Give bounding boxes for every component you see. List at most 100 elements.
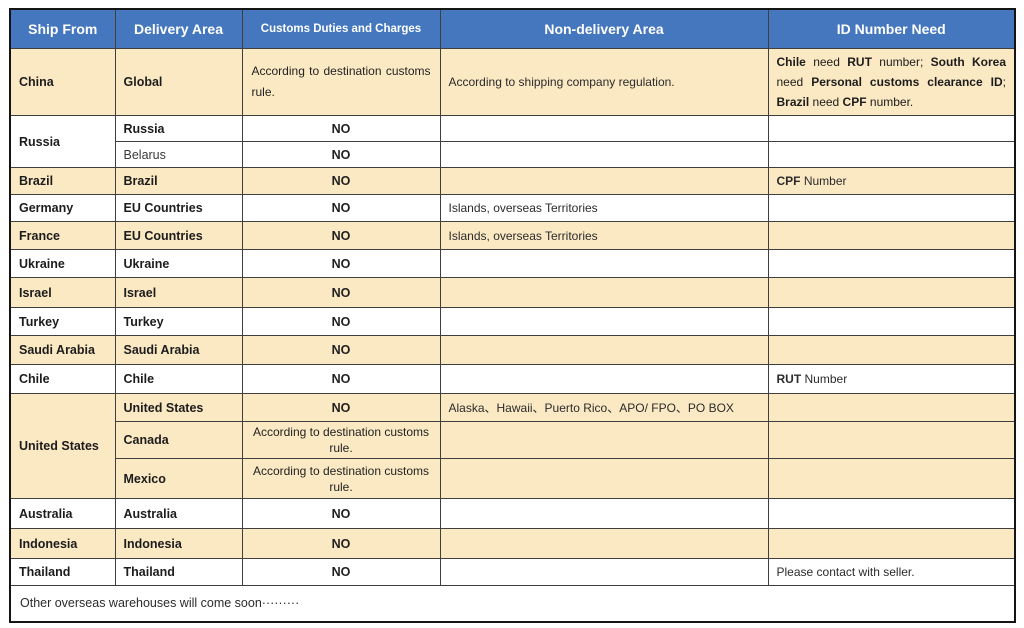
cell-ukraine-non-delivery — [439, 249, 769, 278]
cell-australia-ship-from: Australia — [9, 498, 116, 529]
col-header-customs-duties: Customs Duties and Charges — [241, 8, 441, 49]
cell-thailand-customs: NO — [241, 558, 441, 586]
cell-australia-delivery-area: Australia — [114, 498, 243, 529]
cell-canada-id-number — [767, 421, 1016, 459]
cell-canada-non-delivery — [439, 421, 769, 459]
cell-chile-delivery-area: Chile — [114, 364, 243, 394]
cell-israel-id-number — [767, 277, 1016, 308]
row-mexico: Mexico According to destination customs … — [10, 458, 1016, 499]
cell-china-non-delivery: According to shipping company regulation… — [439, 48, 769, 116]
cell-france-id-number — [767, 221, 1016, 250]
cell-thailand-ship-from: Thailand — [9, 558, 116, 586]
cell-france-delivery-area: EU Countries — [114, 221, 243, 250]
cell-us-delivery-area: United States — [114, 393, 243, 422]
cell-ukraine-id-number — [767, 249, 1016, 278]
row-thailand: Thailand Thailand NO Please contact with… — [9, 558, 1016, 586]
cell-china-delivery-area: Global — [114, 48, 243, 116]
cell-israel-ship-from: Israel — [9, 277, 116, 308]
cell-us-ship-from: United States — [9, 393, 116, 499]
cell-australia-non-delivery — [439, 498, 769, 529]
cell-indonesia-non-delivery — [439, 528, 769, 559]
row-indonesia: Indonesia Indonesia NO — [9, 528, 1016, 559]
cell-france-ship-from: France — [9, 221, 116, 250]
row-united-states: United States United States NO Alaska、Ha… — [9, 393, 1016, 499]
cell-china-ship-from: China — [9, 48, 116, 116]
cell-indonesia-customs: NO — [241, 528, 441, 559]
cell-saudi-ship-from: Saudi Arabia — [9, 335, 116, 365]
row-brazil: Brazil Brazil NO CPF Number — [9, 167, 1016, 195]
col-header-ship-from: Ship From — [9, 8, 116, 49]
shipping-info-table: Ship From Delivery Area Customs Duties a… — [9, 8, 1016, 623]
cell-brazil-customs: NO — [241, 167, 441, 195]
cell-indonesia-ship-from: Indonesia — [9, 528, 116, 559]
id-text-south-korea: South Korea — [930, 55, 1007, 69]
row-china: China Global According to destination cu… — [9, 48, 1016, 116]
cell-russia-ship-from: Russia — [9, 115, 116, 168]
cell-russia-delivery-area: Russia — [114, 115, 243, 142]
cell-turkey-id-number — [767, 307, 1016, 336]
row-chile: Chile Chile NO RUT Number — [9, 364, 1016, 394]
cell-australia-id-number — [767, 498, 1016, 529]
cell-belarus-customs: NO — [241, 141, 441, 168]
cell-saudi-id-number — [767, 335, 1016, 365]
cell-mexico-id-number — [767, 458, 1016, 499]
cell-turkey-non-delivery — [439, 307, 769, 336]
row-saudi-arabia: Saudi Arabia Saudi Arabia NO — [9, 335, 1016, 365]
row-israel: Israel Israel NO — [9, 277, 1016, 308]
cell-us-non-delivery: Alaska、Hawaii、Puerto Rico、APO/ FPO、PO BO… — [439, 393, 769, 422]
cell-russia-id-number — [767, 115, 1016, 142]
row-france: France EU Countries NO Islands, overseas… — [9, 221, 1016, 250]
cell-ukraine-ship-from: Ukraine — [9, 249, 116, 278]
cell-brazil-ship-from: Brazil — [9, 167, 116, 195]
cell-russia-customs: NO — [241, 115, 441, 142]
cell-chile-customs: NO — [241, 364, 441, 394]
cell-germany-ship-from: Germany — [9, 194, 116, 222]
cell-ukraine-customs: NO — [241, 249, 441, 278]
cell-china-id-number: Chile need RUT number; South Korea need … — [767, 48, 1016, 116]
cell-turkey-ship-from: Turkey — [9, 307, 116, 336]
row-turkey: Turkey Turkey NO — [9, 307, 1016, 336]
cell-turkey-delivery-area: Turkey — [114, 307, 243, 336]
col-header-delivery-area: Delivery Area — [114, 8, 243, 49]
cell-mexico-customs: According to destination customs rule. — [241, 458, 441, 499]
cell-germany-non-delivery: Islands, overseas Territories — [439, 194, 769, 222]
cell-saudi-customs: NO — [241, 335, 441, 365]
row-russia: Russia Russia NO — [9, 115, 1016, 168]
cell-germany-customs: NO — [241, 194, 441, 222]
cell-israel-non-delivery — [439, 277, 769, 308]
cell-saudi-non-delivery — [439, 335, 769, 365]
cell-australia-customs: NO — [241, 498, 441, 529]
row-australia: Australia Australia NO — [9, 498, 1016, 529]
cell-us-id-number — [767, 393, 1016, 422]
cell-china-customs: According to destination customs rule. — [241, 48, 441, 116]
row-footer-note: Other overseas warehouses will come soon… — [9, 585, 1016, 622]
row-belarus: Belarus NO — [10, 141, 1016, 168]
cell-chile-ship-from: Chile — [9, 364, 116, 394]
cell-france-non-delivery: Islands, overseas Territories — [439, 221, 769, 250]
cell-canada-customs: According to destination customs rule. — [241, 421, 441, 459]
cell-mexico-delivery-area: Mexico — [114, 458, 243, 499]
cell-belarus-non-delivery — [439, 141, 769, 168]
table-header-row: Ship From Delivery Area Customs Duties a… — [9, 8, 1016, 49]
cell-chile-non-delivery — [439, 364, 769, 394]
cell-france-customs: NO — [241, 221, 441, 250]
col-header-id-number-need: ID Number Need — [767, 8, 1016, 49]
cell-ukraine-delivery-area: Ukraine — [114, 249, 243, 278]
cell-indonesia-delivery-area: Indonesia — [114, 528, 243, 559]
footer-note: Other overseas warehouses will come soon… — [9, 585, 1016, 622]
cell-saudi-delivery-area: Saudi Arabia — [114, 335, 243, 365]
row-canada: Canada According to destination customs … — [10, 421, 1016, 459]
cell-israel-delivery-area: Israel — [114, 277, 243, 308]
cell-thailand-id-number: Please contact with seller. — [767, 558, 1016, 586]
id-text-brazil: Brazil — [776, 95, 813, 109]
cell-brazil-id-number: CPF Number — [767, 167, 1016, 195]
cell-mexico-non-delivery — [439, 458, 769, 499]
cell-thailand-delivery-area: Thailand — [114, 558, 243, 586]
cell-brazil-delivery-area: Brazil — [114, 167, 243, 195]
cell-germany-id-number — [767, 194, 1016, 222]
cell-germany-delivery-area: EU Countries — [114, 194, 243, 222]
cell-thailand-non-delivery — [439, 558, 769, 586]
id-text-chile: Chile — [776, 55, 814, 69]
cell-indonesia-id-number — [767, 528, 1016, 559]
cell-brazil-non-delivery — [439, 167, 769, 195]
